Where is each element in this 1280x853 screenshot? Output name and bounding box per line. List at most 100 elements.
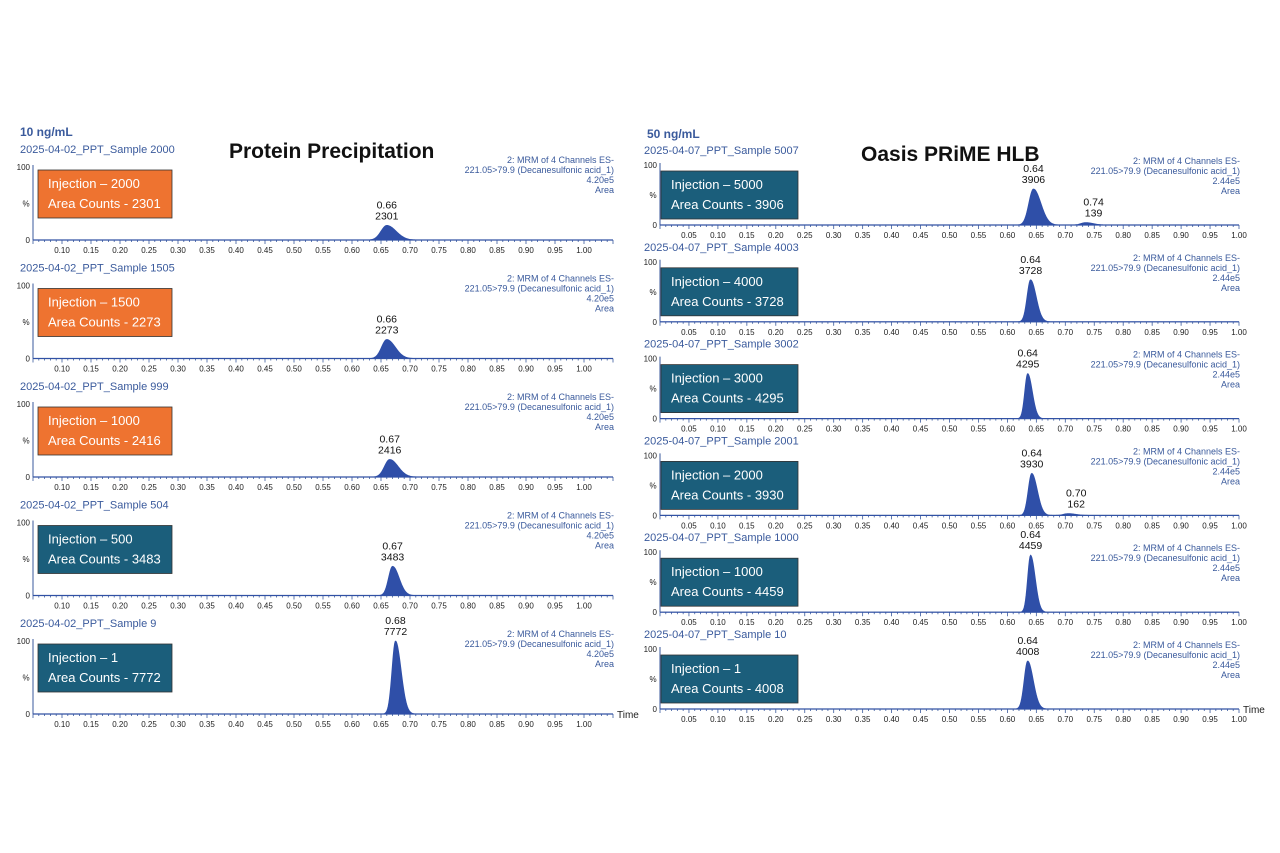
x-tick-label: 0.85	[489, 720, 505, 729]
x-tick-label: 0.20	[768, 328, 784, 337]
sample-name: 2025-04-07_PPT_Sample 10	[644, 629, 786, 641]
peak-rt-label: 0.66	[377, 199, 398, 211]
x-tick-label: 1.00	[576, 246, 592, 255]
peak-rt-label: 0.64	[1020, 529, 1041, 541]
x-tick-label: 0.25	[141, 365, 157, 374]
x-tick-label: 0.55	[971, 328, 987, 337]
x-tick-label: 0.65	[1029, 521, 1045, 530]
area-counts: Area Counts - 4008	[671, 681, 784, 696]
chromatogram-1-4: 2025-04-07_PPT_Sample 1000 2: MRM of 4 Ch…	[644, 529, 1248, 627]
x-tick-label: 0.10	[710, 231, 726, 240]
chromatogram-trace	[33, 339, 613, 359]
x-tick-label: 0.85	[1144, 328, 1160, 337]
injection-box	[37, 406, 173, 456]
x-tick-label: 1.00	[576, 720, 592, 729]
x-tick-label: 0.60	[344, 246, 360, 255]
chromatogram-trace	[660, 279, 1239, 323]
x-tick-label: 0.75	[431, 483, 447, 492]
x-tick-label: 0.65	[1029, 618, 1045, 627]
x-tick-label: 0.40	[884, 328, 900, 337]
x-tick-label: 1.00	[1231, 231, 1247, 240]
left-panel-heading: Protein Precipitation	[229, 140, 435, 163]
x-tick-label: 0.80	[460, 483, 476, 492]
channel-info-line: 2.44e5	[1212, 563, 1240, 573]
area-counts: Area Counts - 3906	[671, 197, 784, 212]
channel-info-line: Area	[595, 185, 614, 195]
x-tick-label: 0.50	[286, 246, 302, 255]
sample-name: 2025-04-07_PPT_Sample 3002	[644, 339, 799, 351]
x-tick-label: 0.60	[344, 602, 360, 611]
x-tick-label: 1.00	[1231, 328, 1247, 337]
y-tick-label: 100	[17, 400, 31, 409]
injection-box	[660, 364, 799, 414]
x-tick-label: 0.95	[547, 720, 563, 729]
x-tick-label: 0.90	[518, 720, 534, 729]
y-tick-label: 100	[644, 258, 658, 267]
injection-number: Injection – 2000	[671, 467, 763, 482]
chromatogram-1-1: 2025-04-07_PPT_Sample 4003 2: MRM of 4 Ch…	[644, 242, 1248, 337]
x-tick-label: 0.85	[489, 246, 505, 255]
x-tick-label: 0.55	[315, 720, 331, 729]
x-tick-label: 0.65	[1029, 328, 1045, 337]
x-tick-label: 0.35	[199, 365, 215, 374]
x-tick-label: 0.50	[286, 365, 302, 374]
x-tick-label: 0.95	[1202, 231, 1218, 240]
injection-box	[37, 643, 173, 693]
x-tick-label: 0.95	[547, 483, 563, 492]
x-tick-label: 0.75	[431, 602, 447, 611]
x-tick-label: 0.80	[1115, 715, 1131, 724]
x-tick-label: 0.05	[681, 715, 697, 724]
x-tick-label: 0.25	[141, 720, 157, 729]
chromatogram-1-5: 2025-04-07_PPT_Sample 10 2: MRM of 4 Chan…	[644, 629, 1266, 724]
x-tick-label: 0.80	[460, 246, 476, 255]
x-tick-label: 0.45	[257, 602, 273, 611]
x-tick-label: 0.15	[739, 425, 755, 434]
sample-name: 2025-04-07_PPT_Sample 1000	[644, 532, 799, 544]
area-counts: Area Counts - 7772	[48, 670, 161, 685]
x-tick-label: 0.95	[547, 602, 563, 611]
injection-box	[660, 170, 799, 220]
x-tick-label: 0.75	[431, 365, 447, 374]
channel-info-line: 4.20e5	[586, 412, 614, 422]
x-tick-label: 0.25	[141, 483, 157, 492]
x-tick-label: 0.65	[373, 602, 389, 611]
x-tick-label: 0.45	[913, 328, 929, 337]
left-concentration-label: 10 ng/mL	[20, 125, 73, 139]
x-tick-label: 0.60	[1000, 425, 1016, 434]
x-tick-label: 0.65	[373, 720, 389, 729]
channel-info-line: 2: MRM of 4 Channels ES-	[1133, 156, 1240, 166]
y-axis-label: %	[22, 318, 29, 327]
x-tick-label: 0.60	[1000, 328, 1016, 337]
chromatogram-0-3: 2025-04-02_PPT_Sample 504 2: MRM of 4 Cha…	[17, 500, 614, 611]
channel-info-line: Area	[1221, 476, 1240, 486]
channel-info-line: Area	[595, 422, 614, 432]
chromatogram-trace	[660, 554, 1239, 613]
x-tick-label: 0.35	[855, 618, 871, 627]
peak-area-label: 3728	[1019, 265, 1043, 277]
peak-area-label: 3906	[1022, 174, 1046, 186]
chromatogram-1-0: 2025-04-07_PPT_Sample 5007 2: MRM of 4 Ch…	[644, 145, 1248, 240]
x-tick-label: 0.50	[942, 618, 958, 627]
x-tick-label: 0.50	[286, 602, 302, 611]
sample-name: 2025-04-02_PPT_Sample 999	[20, 381, 169, 393]
x-tick-label: 0.20	[768, 715, 784, 724]
x-tick-label: 0.95	[547, 365, 563, 374]
x-tick-label: 0.85	[489, 365, 505, 374]
x-tick-label: 0.75	[1086, 328, 1102, 337]
chromatogram-trace	[660, 188, 1239, 226]
x-tick-label: 0.80	[460, 602, 476, 611]
channel-info-line: Area	[595, 659, 614, 669]
x-tick-label: 0.80	[1115, 521, 1131, 530]
x-tick-label: 0.35	[199, 602, 215, 611]
x-tick-label: 0.55	[315, 365, 331, 374]
x-tick-label: 0.30	[826, 715, 842, 724]
x-tick-label: 0.65	[1029, 425, 1045, 434]
x-tick-label: 0.90	[1173, 618, 1189, 627]
x-tick-label: 0.20	[112, 483, 128, 492]
channel-info-line: 2: MRM of 4 Channels ES-	[1133, 543, 1240, 553]
x-tick-label: 0.10	[710, 521, 726, 530]
channel-info-line: 2.44e5	[1212, 273, 1240, 283]
x-tick-label: 0.95	[1202, 328, 1218, 337]
x-tick-label: 0.55	[315, 246, 331, 255]
x-tick-label: 0.50	[286, 720, 302, 729]
